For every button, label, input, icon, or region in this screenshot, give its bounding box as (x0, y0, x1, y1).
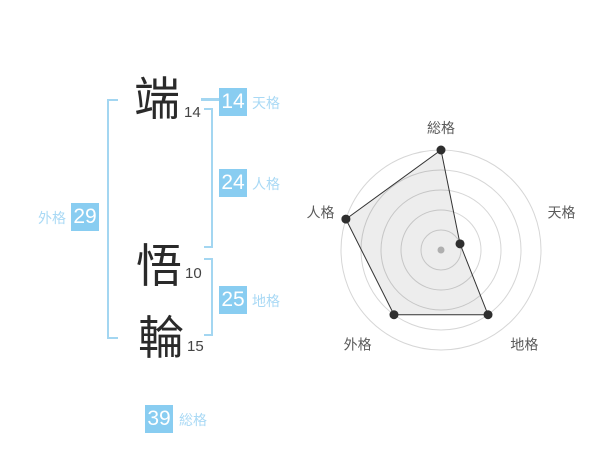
gaikaku-bracket (107, 99, 118, 339)
radar-data-point-4 (341, 214, 351, 224)
tenkaku-bracket (201, 98, 219, 101)
radar-data-point-1 (455, 239, 465, 249)
gaikaku-value-badge: 29 (71, 203, 99, 231)
stroke-count-given-1: 10 (185, 265, 202, 282)
radar-axis-label-4: 人格 (306, 204, 334, 220)
radar-axis-label-3: 外格 (344, 336, 372, 352)
soukaku-value-badge: 39 (145, 405, 173, 433)
radar-data-point-3 (389, 310, 399, 320)
stroke-count-surname: 14 (184, 104, 201, 121)
chikaku-label: 地格 (252, 293, 280, 309)
chikaku-value-badge: 25 (219, 286, 247, 314)
gaikaku-label: 外格 (38, 210, 66, 226)
chikaku-bracket (204, 258, 213, 336)
soukaku-label: 総格 (179, 412, 207, 428)
radar-ring-1 (420, 229, 462, 271)
radar-axis-label-2: 地格 (510, 336, 538, 352)
jinkaku-value-badge: 24 (219, 169, 247, 197)
radar-data-point-2 (483, 310, 493, 320)
tenkaku-label: 天格 (252, 95, 280, 111)
jinkaku-label: 人格 (252, 176, 280, 192)
jinkaku-bracket (204, 108, 213, 248)
radar-axis-label-0: 総格 (427, 120, 455, 136)
radar-ring-2 (400, 209, 482, 291)
radar-ring-3 (380, 189, 502, 311)
name-character-surname: 端 (134, 73, 180, 125)
radar-center-dot (437, 246, 445, 254)
tenkaku-value-badge: 14 (219, 88, 247, 116)
stroke-count-given-2: 15 (187, 338, 204, 355)
radar-data-polygon (345, 149, 489, 316)
radar-data-point-0 (436, 145, 446, 155)
name-character-given-1: 悟 (136, 240, 182, 292)
name-character-given-2: 輪 (138, 312, 184, 364)
radar-axis-label-1: 天格 (548, 204, 576, 220)
